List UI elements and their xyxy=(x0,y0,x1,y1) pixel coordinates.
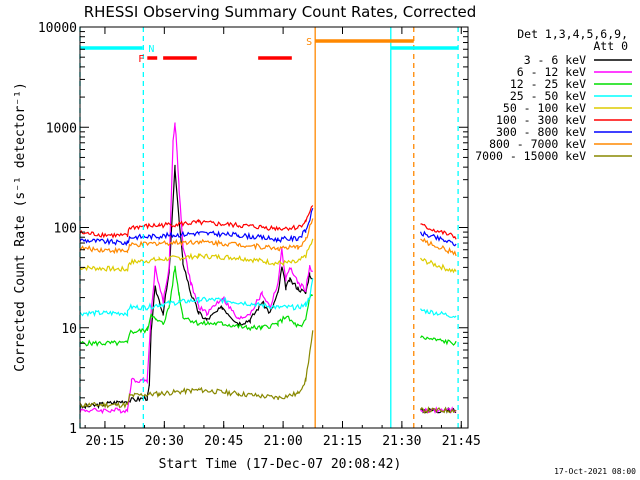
series-line-6 xyxy=(79,207,457,247)
series-line-1 xyxy=(79,122,457,415)
legend-header-1: Att 0 xyxy=(593,39,628,53)
legend-entry-2: 12 - 25 keV xyxy=(510,77,586,91)
legend-entry-4: 50 - 100 keV xyxy=(503,101,586,115)
legend-entry-5: 100 - 300 keV xyxy=(496,113,586,127)
flag-label-3: F xyxy=(138,54,144,65)
series-line-0 xyxy=(79,164,457,414)
series-layer xyxy=(79,122,457,415)
x-tick-label-1: 20:30 xyxy=(145,434,184,449)
y-axis-label: Corrected Count Rate (s⁻¹ detector⁻¹) xyxy=(13,82,28,372)
flag-label-1: N xyxy=(148,44,154,55)
legend-entry-6: 300 - 800 keV xyxy=(496,125,586,139)
legend-header-0: Det 1,3,4,5,6,9, xyxy=(517,27,628,41)
y-tick-label-0: 1 xyxy=(69,422,77,437)
chart-title: RHESSI Observing Summary Count Rates, Co… xyxy=(84,3,477,21)
axes-layer: 20:15 20:30 20:45 21:00 21:15 21:30 21:45 1 10 10… xyxy=(38,21,481,449)
x-tick-label-4: 21:15 xyxy=(323,434,362,449)
series-line-2 xyxy=(79,265,457,347)
y-tick-label-3: 1000 xyxy=(46,121,77,136)
legend-entry-8: 7000 - 15000 keV xyxy=(475,149,586,163)
flag-label-2: S xyxy=(306,37,312,48)
x-tick-label-0: 20:15 xyxy=(85,434,124,449)
flag-layer: N S F xyxy=(80,37,459,65)
y-tick-label-4: 10000 xyxy=(38,21,77,36)
x-tick-label-6: 21:45 xyxy=(442,434,481,449)
y-tick-label-1: 10 xyxy=(61,322,77,337)
legend-entry-1: 6 - 12 keV xyxy=(517,65,586,79)
series-line-3 xyxy=(79,278,457,318)
timestamp-stamp: 17-Oct-2021 08:00 xyxy=(554,467,636,476)
x-tick-label-2: 20:45 xyxy=(204,434,243,449)
legend-entry-0: 3 - 6 keV xyxy=(524,53,586,67)
x-tick-label-5: 21:30 xyxy=(382,434,421,449)
legend-entry-3: 25 - 50 keV xyxy=(510,89,586,103)
x-tick-label-3: 21:00 xyxy=(264,434,303,449)
marker-layer xyxy=(79,27,459,428)
series-line-4 xyxy=(79,238,457,274)
series-line-7 xyxy=(79,218,457,257)
series-line-8 xyxy=(79,330,457,414)
x-axis-label: Start Time (17-Dec-07 20:08:42) xyxy=(159,457,402,472)
y-tick-label-2: 100 xyxy=(54,222,77,237)
series-line-5 xyxy=(79,205,457,240)
legend-entry-7: 800 - 7000 keV xyxy=(489,137,586,151)
